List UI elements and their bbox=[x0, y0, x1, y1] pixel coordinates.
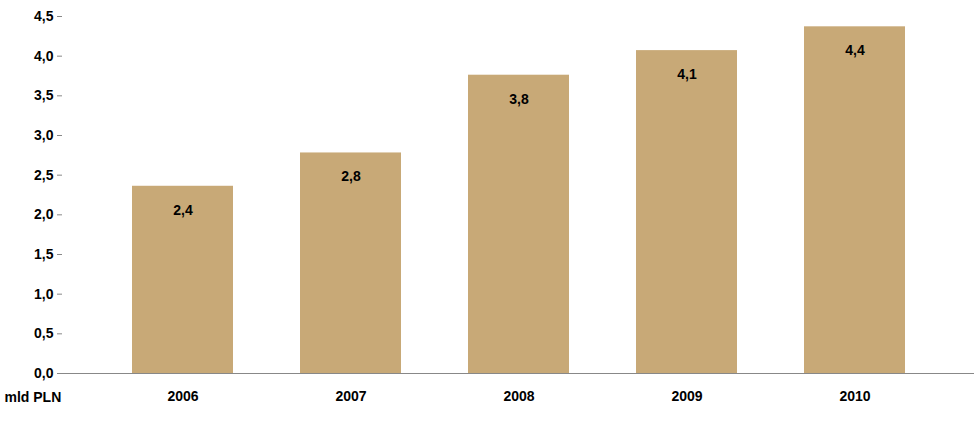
svg-text:4,4: 4,4 bbox=[845, 42, 865, 58]
svg-text:0,0: 0,0 bbox=[34, 365, 54, 381]
svg-text:2,0: 2,0 bbox=[34, 206, 54, 222]
svg-text:1,5: 1,5 bbox=[34, 246, 54, 262]
svg-text:2009: 2009 bbox=[671, 388, 702, 404]
svg-text:3,0: 3,0 bbox=[34, 127, 54, 143]
svg-text:3,8: 3,8 bbox=[509, 91, 529, 107]
svg-text:2,5: 2,5 bbox=[34, 167, 54, 183]
svg-text:0,5: 0,5 bbox=[34, 325, 54, 341]
svg-text:2006: 2006 bbox=[167, 388, 198, 404]
svg-text:2007: 2007 bbox=[335, 388, 366, 404]
svg-text:2,8: 2,8 bbox=[341, 168, 361, 184]
svg-text:2008: 2008 bbox=[503, 388, 534, 404]
svg-text:2,4: 2,4 bbox=[173, 202, 193, 218]
svg-text:4,1: 4,1 bbox=[677, 66, 697, 82]
svg-text:mld PLN: mld PLN bbox=[5, 389, 62, 405]
svg-text:4,5: 4,5 bbox=[34, 8, 54, 24]
svg-text:4,0: 4,0 bbox=[34, 48, 54, 64]
svg-text:1,0: 1,0 bbox=[34, 286, 54, 302]
svg-text:3,5: 3,5 bbox=[34, 87, 54, 103]
svg-text:2010: 2010 bbox=[839, 388, 870, 404]
